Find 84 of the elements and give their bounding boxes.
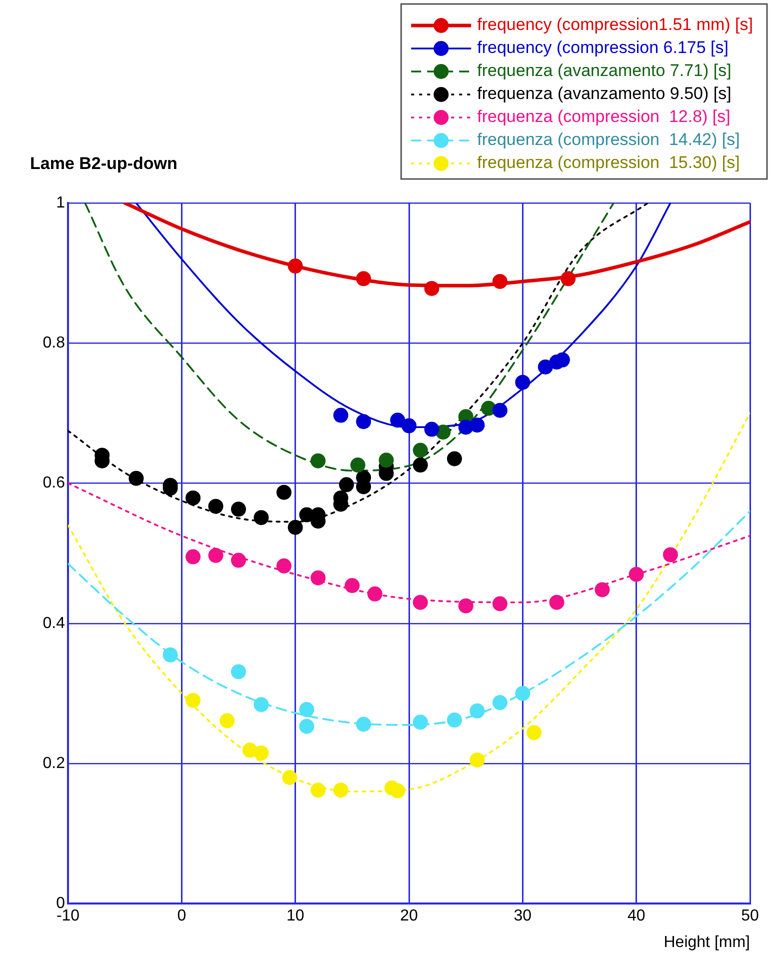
point [470,752,485,768]
point [333,408,348,423]
point [254,745,269,760]
point [412,714,428,730]
point [356,716,372,732]
point [628,566,644,582]
legend-label: frequenza (compression 15.30) [s] [477,153,740,172]
y-tick-label: 0.2 [42,754,66,772]
point [390,783,406,798]
point [254,697,269,712]
point [560,271,576,286]
chart-title: Lame B2-up-down [30,154,178,173]
point [412,442,428,458]
y-tick-label: 0.8 [42,334,66,352]
point [276,484,292,500]
legend-label: frequency (compression 6.175 [s] [477,38,728,58]
x-tick-label: 30 [514,908,532,925]
point [128,470,144,486]
point [424,422,440,437]
x-tick-label: -10 [56,908,80,925]
point [186,549,201,564]
point [338,477,354,492]
x-tick-label: 50 [741,908,759,925]
point [458,598,474,614]
point [515,686,530,701]
x-tick-label: 10 [286,908,304,925]
legend-label: frequency (compression1.51 mm) [s] [477,15,754,34]
point [492,402,508,418]
point [526,725,542,740]
point [299,718,314,734]
point [350,458,366,473]
point [276,558,292,574]
point [446,451,462,466]
point [367,586,382,602]
point [231,664,246,680]
point [288,520,303,535]
point [538,359,553,374]
x-tick-label: 20 [400,908,418,925]
point [549,594,564,610]
x-axis-title: Height [mm] [664,934,750,951]
point [310,570,326,586]
point [208,498,224,514]
y-tick-label: 0.4 [42,614,66,632]
point [186,692,201,708]
point [412,594,428,610]
point [402,418,416,434]
point [208,548,224,563]
point [231,502,246,517]
point [492,695,508,710]
point [424,280,440,296]
point [662,547,678,562]
point [310,782,326,798]
point [220,713,235,728]
point [390,412,406,428]
point [299,702,314,718]
point [492,596,508,612]
legend-label: frequenza (compression 14.42) [s] [477,130,740,150]
point [288,258,303,274]
x-tick-label: 0 [177,908,186,925]
point [186,490,201,506]
point [446,712,462,728]
point [162,647,178,662]
point [470,703,485,718]
legend-label: frequenza (avanzamento 7.71) [s] [477,61,732,80]
point [282,770,298,785]
legend-label: frequenza (avanzamento 9.50) [s] [477,84,732,104]
point [231,552,246,568]
point [412,458,428,473]
legend-label: frequenza (compression 12.8) [s] [477,107,730,126]
x-tick-label: 40 [627,908,646,925]
point [333,782,348,798]
point [310,453,326,468]
point [492,274,508,289]
point [594,582,610,598]
point [378,452,394,468]
point [344,578,360,594]
point [356,414,372,430]
line-series [84,203,614,472]
point [356,271,372,286]
point [515,374,530,390]
y-tick-label: 0.6 [42,474,66,492]
point [470,418,485,433]
point [254,510,269,526]
y-tick-label: 1 [56,194,66,212]
